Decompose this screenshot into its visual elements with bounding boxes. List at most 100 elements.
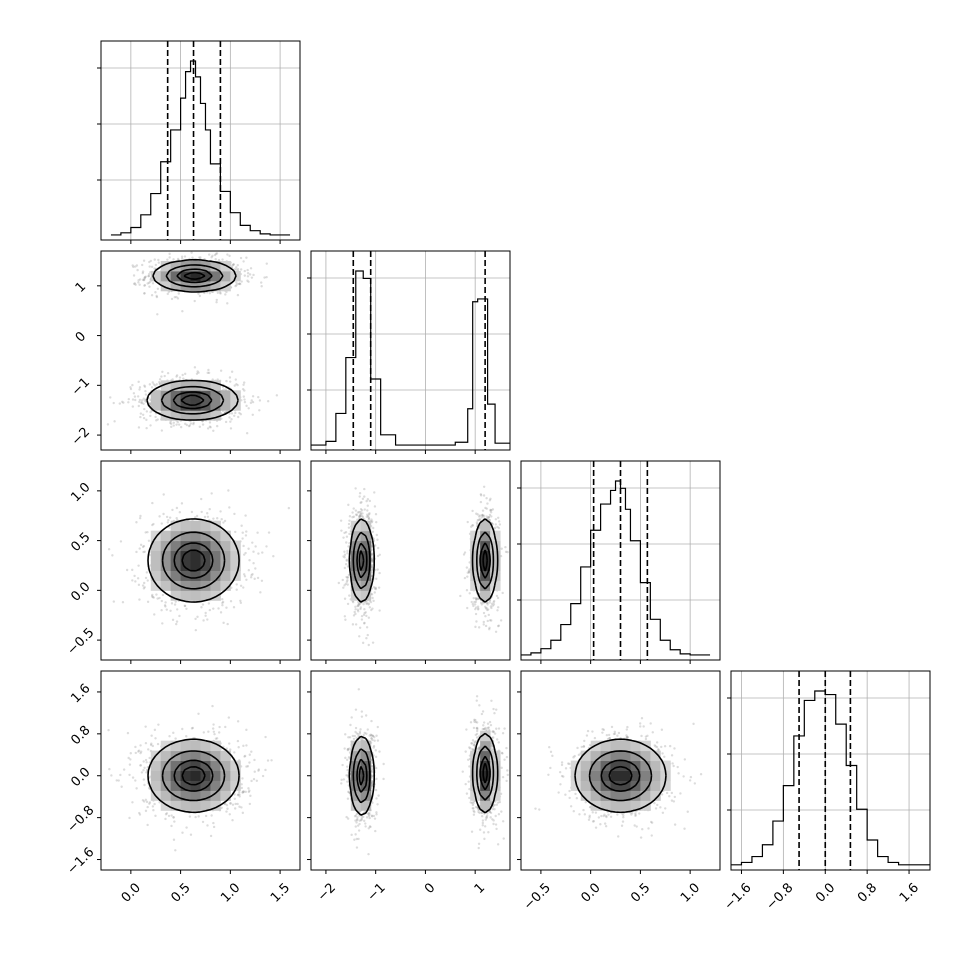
- density-cell: [190, 570, 201, 581]
- histogram-step: [110, 60, 291, 236]
- scatter-point: [139, 750, 143, 753]
- scatter-point: [209, 426, 212, 429]
- scatter-point: [342, 536, 345, 539]
- scatter-point: [173, 295, 176, 299]
- scatter-point: [135, 521, 138, 524]
- scatter-point: [482, 514, 486, 518]
- scatter-point: [359, 514, 362, 518]
- scatter-point: [358, 602, 362, 605]
- scatter-point: [357, 602, 361, 606]
- scatter-point: [137, 564, 140, 567]
- scatter-point: [218, 291, 222, 294]
- scatter-point: [363, 607, 366, 611]
- scatter-point: [488, 627, 491, 631]
- scatter-point: [148, 285, 151, 288]
- density-cell: [160, 550, 172, 561]
- scatter-point: [365, 637, 368, 640]
- scatter-point: [146, 579, 149, 582]
- scatter-point: [373, 587, 377, 590]
- scatter-point: [251, 572, 254, 576]
- scatter-point: [138, 278, 142, 281]
- scatter-point: [260, 285, 263, 288]
- density-cell: [200, 380, 211, 391]
- scatter-point: [343, 556, 346, 559]
- scatter-point: [145, 426, 148, 430]
- density-cell: [150, 400, 162, 411]
- scatter-point: [358, 635, 361, 638]
- scatter-point: [139, 415, 142, 419]
- scatter-point: [150, 265, 154, 269]
- scatter-point: [477, 515, 481, 518]
- density-cell: [490, 560, 501, 571]
- scatter-point: [138, 386, 142, 389]
- density-cell: [180, 380, 192, 391]
- scatter-point: [212, 517, 215, 520]
- scatter-point: [144, 393, 148, 396]
- scatter-point: [360, 501, 363, 504]
- scatter-point: [504, 545, 507, 549]
- scatter-point: [491, 604, 494, 607]
- histogram-step: [521, 480, 711, 656]
- scatter-point: [471, 602, 475, 606]
- scatter-point: [492, 603, 496, 606]
- scatter-point: [170, 824, 173, 828]
- scatter-point: [363, 487, 366, 491]
- scatter-point: [208, 425, 212, 428]
- density-cell: [480, 570, 491, 581]
- density-cell: [210, 540, 221, 552]
- scatter-point: [158, 378, 162, 381]
- scatter-point: [243, 575, 247, 578]
- scatter-point: [142, 550, 145, 554]
- scatter-point: [200, 510, 203, 514]
- scatter-point: [496, 609, 499, 612]
- scatter-point: [489, 497, 492, 501]
- scatter-point: [155, 295, 159, 299]
- scatter-point: [232, 606, 236, 609]
- scatter-point: [251, 400, 255, 404]
- scatter-point: [242, 790, 246, 793]
- scatter-point: [131, 264, 134, 267]
- density-cell: [190, 380, 201, 391]
- scatter-point: [138, 598, 141, 601]
- scatter-point: [164, 605, 167, 608]
- scatter-point: [486, 603, 489, 606]
- density-cell: [210, 390, 221, 401]
- scatter-point: [170, 602, 174, 605]
- scatter-point: [239, 584, 243, 588]
- scatter-point: [358, 510, 361, 514]
- scatter-point: [344, 531, 348, 534]
- scatter-point: [475, 620, 478, 623]
- scatter-point: [348, 515, 352, 518]
- scatter-point: [195, 514, 199, 518]
- scatter-point: [493, 527, 496, 530]
- scatter-point: [485, 497, 488, 500]
- scatter-point: [143, 399, 146, 402]
- scatter-point: [352, 507, 355, 510]
- scatter-point: [372, 599, 375, 603]
- scatter-point: [183, 255, 187, 258]
- scatter-point: [463, 551, 467, 554]
- scatter-point: [362, 613, 366, 617]
- scatter-point: [175, 375, 178, 378]
- scatter-point: [152, 596, 155, 599]
- scatter-point: [156, 287, 160, 290]
- scatter-point: [476, 513, 479, 516]
- scatter-point: [217, 258, 221, 262]
- density-cell: [200, 520, 211, 532]
- scatter-point: [132, 274, 136, 277]
- scatter-point: [485, 507, 488, 510]
- scatter-point: [143, 278, 146, 281]
- scatter-point: [131, 398, 135, 401]
- density-cell: [180, 550, 192, 561]
- scatter-point: [476, 519, 479, 522]
- scatter-point: [497, 624, 501, 627]
- scatter-point: [153, 613, 156, 616]
- scatter-point: [198, 425, 202, 428]
- contour-line: [358, 549, 488, 572]
- scatter-point: [138, 283, 141, 286]
- scatter-point: [203, 515, 207, 519]
- density-cell: [170, 550, 182, 561]
- scatter-point: [143, 276, 146, 280]
- scatter-point: [193, 366, 197, 369]
- scatter-point: [480, 516, 483, 519]
